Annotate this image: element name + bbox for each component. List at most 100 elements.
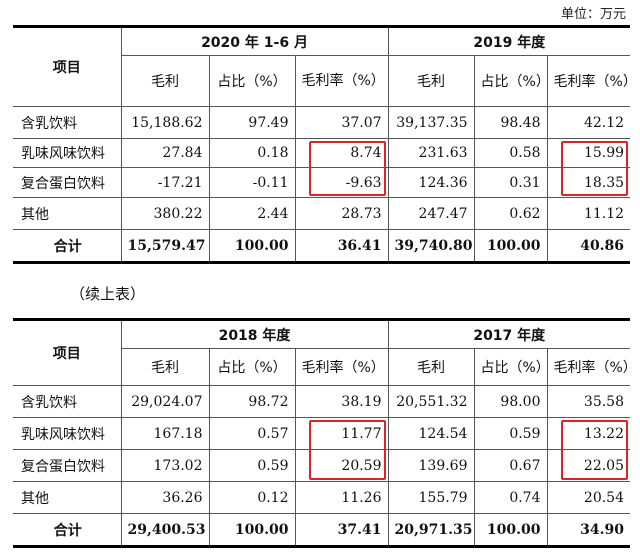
cell: 0.18 <box>208 138 296 168</box>
cell-highlighted: 11.77 <box>294 417 389 450</box>
row-label: 复合蛋白饮料 <box>13 167 122 198</box>
unit-note: 单位：万元 <box>560 7 626 22</box>
cell: 167.18 <box>120 417 210 450</box>
cell: 139.69 <box>387 449 475 482</box>
cell: 0.31 <box>473 167 548 198</box>
table-row: 含乳饮料 15,188.62 97.49 37.07 39,137.35 98.… <box>13 106 631 139</box>
row-label: 其他 <box>13 197 122 230</box>
cell: 20,551.32 <box>387 385 475 418</box>
cell: 15,579.47 <box>120 229 210 263</box>
table-row: 其他 36.26 0.12 11.26 155.79 0.74 20.54 <box>13 481 631 514</box>
col-share: 占比（%） <box>208 348 296 386</box>
table-row: 复合蛋白饮料 173.02 0.59 20.59 139.69 0.67 22.… <box>13 449 631 482</box>
period-header-2019: 2019 年度 <box>387 26 631 56</box>
total-row: 合计 29,400.53 100.00 37.41 20,971.35 100.… <box>13 513 631 547</box>
table-row: 含乳饮料 29,024.07 98.72 38.19 20,551.32 98.… <box>13 385 631 418</box>
cell: 0.59 <box>208 449 296 482</box>
cell: 37.41 <box>294 513 389 547</box>
row-label: 含乳饮料 <box>13 106 122 139</box>
col-gross-profit: 毛利 <box>121 55 210 107</box>
cell: 247.47 <box>387 197 475 230</box>
row-label: 合计 <box>13 513 122 547</box>
cell-highlighted: 18.35 <box>546 167 631 198</box>
cell: -17.21 <box>120 167 210 198</box>
cell: 29,400.53 <box>120 513 210 547</box>
cell: 28.73 <box>294 197 389 230</box>
cell: 155.79 <box>387 481 475 514</box>
cell: 2.44 <box>208 197 296 230</box>
cell: 0.62 <box>473 197 548 230</box>
cell: 36.26 <box>120 481 210 514</box>
cell: 39,137.35 <box>387 106 475 139</box>
cell: 0.67 <box>473 449 548 482</box>
item-header: 项目 <box>13 26 122 107</box>
col-gross-margin: 毛利率（%） <box>546 348 637 386</box>
period-header-2020-h1: 2020 年 1-6 月 <box>120 26 389 56</box>
cell: 38.19 <box>294 385 389 418</box>
cell: 11.12 <box>546 197 631 230</box>
cell: 20.54 <box>546 481 631 514</box>
cell: 0.74 <box>473 481 548 514</box>
cell-highlighted: -9.63 <box>294 167 389 198</box>
cell: 0.12 <box>208 481 296 514</box>
gross-profit-table-2020-2019: 项目 2020 年 1-6 月 2019 年度 毛利 占比（%） 毛利率（%） … <box>13 25 637 264</box>
cell: 98.72 <box>208 385 296 418</box>
period-header-2017: 2017 年度 <box>387 319 631 349</box>
cell: 124.54 <box>387 417 475 450</box>
cell: 37.07 <box>294 106 389 139</box>
cell: 34.90 <box>546 513 631 547</box>
cell-highlighted: 13.22 <box>546 417 631 450</box>
row-label: 合计 <box>13 229 122 263</box>
cell: 0.57 <box>208 417 296 450</box>
cell: 100.00 <box>208 229 296 263</box>
table-row: 乳味风味饮料 27.84 0.18 8.74 231.63 0.58 15.99 <box>13 138 631 168</box>
cell: 40.86 <box>546 229 631 263</box>
col-share: 占比（%） <box>473 348 550 386</box>
table-row: 复合蛋白饮料 -17.21 -0.11 -9.63 124.36 0.31 18… <box>13 167 631 198</box>
cell: 29,024.07 <box>120 385 210 418</box>
row-label: 复合蛋白饮料 <box>13 449 122 482</box>
col-gross-margin: 毛利率（%） <box>546 55 637 107</box>
col-share: 占比（%） <box>208 55 296 107</box>
cell: 100.00 <box>208 513 296 547</box>
cell-highlighted: 8.74 <box>294 138 389 168</box>
cell: 124.36 <box>387 167 475 198</box>
cell: 100.00 <box>473 229 548 263</box>
cell: 173.02 <box>120 449 210 482</box>
cell: 100.00 <box>473 513 548 547</box>
cell: 11.26 <box>294 481 389 514</box>
cell: 380.22 <box>120 197 210 230</box>
total-row: 合计 15,579.47 100.00 36.41 39,740.80 100.… <box>13 229 631 263</box>
item-header: 项目 <box>13 319 122 386</box>
cell-highlighted: 15.99 <box>546 138 631 168</box>
cell-highlighted: 20.59 <box>294 449 389 482</box>
cell: 97.49 <box>208 106 296 139</box>
col-gross-profit: 毛利 <box>387 348 475 386</box>
period-header-2018: 2018 年度 <box>120 319 389 349</box>
row-label: 其他 <box>13 481 122 514</box>
table-row: 其他 380.22 2.44 28.73 247.47 0.62 11.12 <box>13 197 631 230</box>
cell: 0.58 <box>473 138 548 168</box>
col-gross-margin: 毛利率（%） <box>294 55 389 107</box>
cell: 20,971.35 <box>387 513 475 547</box>
row-label: 含乳饮料 <box>13 385 122 418</box>
col-share: 占比（%） <box>473 55 550 107</box>
cell: 231.63 <box>387 138 475 168</box>
cell: 27.84 <box>120 138 210 168</box>
cell: 36.41 <box>294 229 389 263</box>
cell: -0.11 <box>208 167 296 198</box>
gross-profit-table-2018-2017: 项目 2018 年度 2017 年度 毛利 占比（%） 毛利率（%） 毛利 占比… <box>13 318 637 548</box>
cell: 35.58 <box>546 385 631 418</box>
table-row: 乳味风味饮料 167.18 0.57 11.77 124.54 0.59 13.… <box>13 417 631 450</box>
col-gross-profit: 毛利 <box>121 348 210 386</box>
cell: 0.59 <box>473 417 548 450</box>
col-gross-margin: 毛利率（%） <box>294 348 389 386</box>
cell-highlighted: 22.05 <box>546 449 631 482</box>
cell: 39,740.80 <box>387 229 475 263</box>
row-label: 乳味风味饮料 <box>13 138 122 168</box>
cell: 15,188.62 <box>120 106 210 139</box>
continued-note: （续上表） <box>70 285 146 303</box>
cell: 98.48 <box>473 106 548 139</box>
cell: 42.12 <box>546 106 631 139</box>
row-label: 乳味风味饮料 <box>13 417 122 450</box>
